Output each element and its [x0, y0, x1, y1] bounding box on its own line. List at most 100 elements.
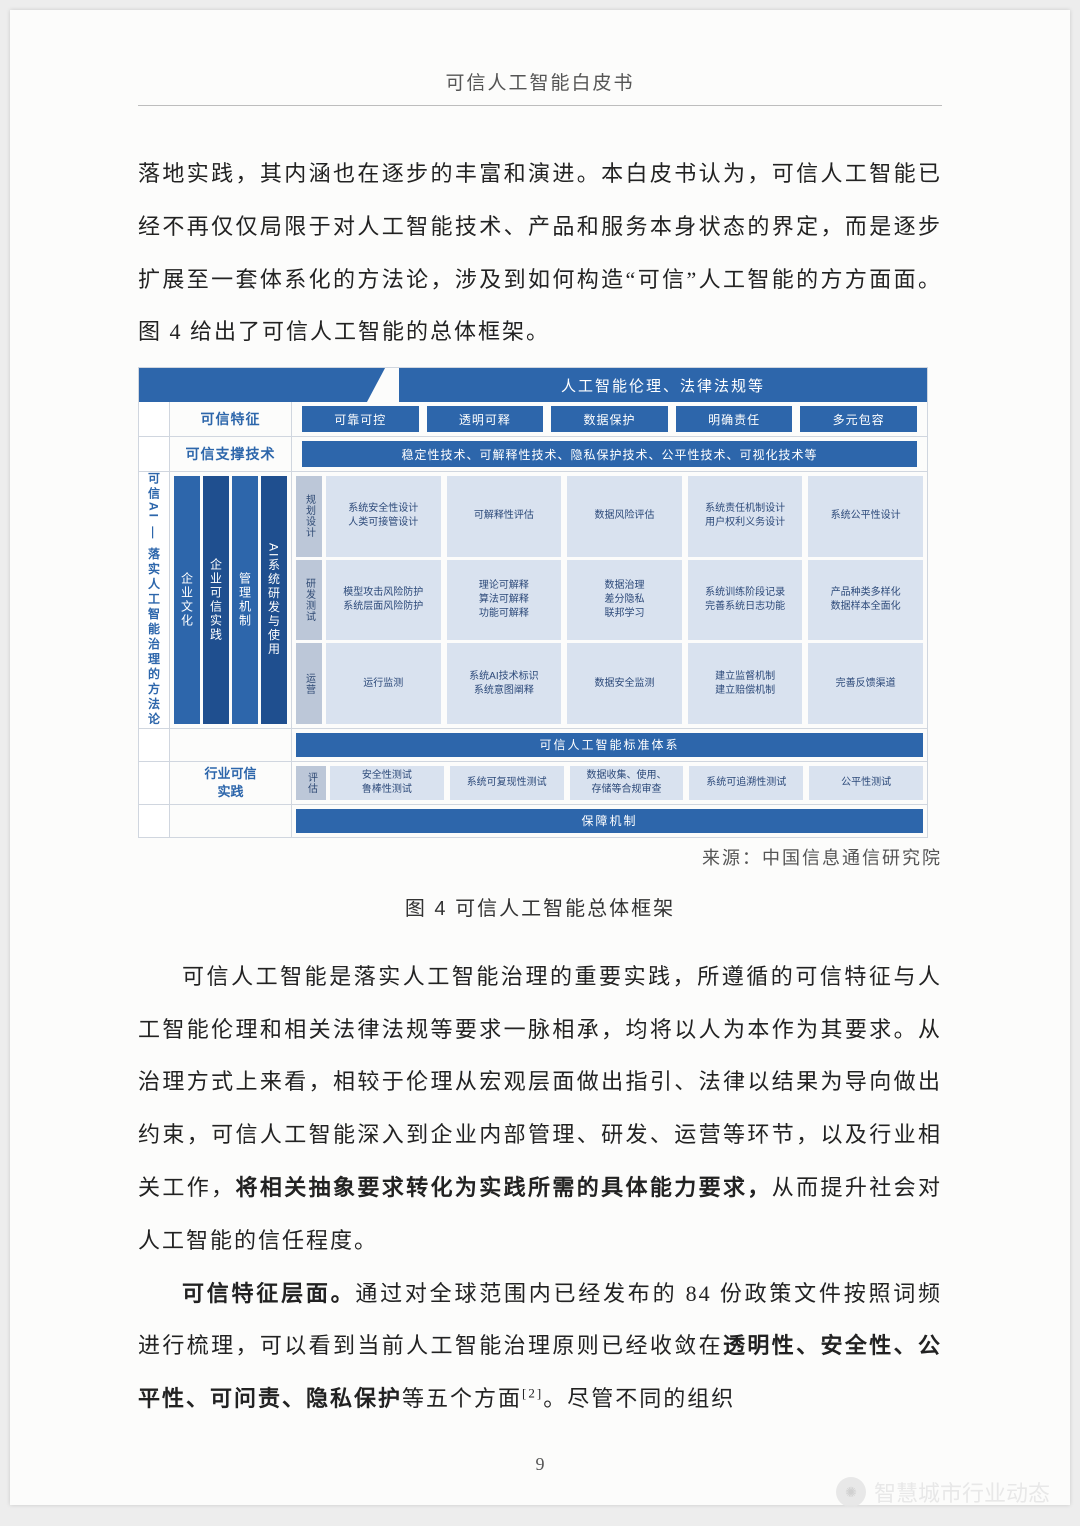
page-header: 可信人工智能白皮书 — [138, 68, 942, 106]
grid-cell: 建立监督机制建立赔偿机制 — [688, 643, 803, 724]
grid-cell-line: 功能可解释 — [479, 607, 529, 621]
grid-cell: 系统可追溯性测试 — [689, 766, 803, 800]
side-spacer — [139, 762, 170, 804]
grid-cell: 数据治理差分隐私联邦学习 — [567, 560, 682, 641]
paragraph-1: 落地实践，其内涵也在逐步的丰富和演进。本白皮书认为，可信人工智能已经不再仅仅局限… — [138, 148, 942, 359]
diagram-bottom-row: 保障机制 — [139, 804, 927, 837]
side-spacer — [139, 402, 170, 436]
grid-cell-line: 系统安全性设计 — [348, 502, 418, 516]
grid-cell-line: 完善系统日志功能 — [705, 600, 785, 614]
grid-cell-line: 系统责任机制设计 — [705, 502, 785, 516]
grid-cell: 数据收集、使用、存储等合规审查 — [570, 766, 684, 800]
vcol-c: 管理机制 — [232, 476, 258, 724]
grid-cell: 安全性测试鲁棒性测试 — [330, 766, 444, 800]
support-chip-wrap: 稳定性技术、可解释性技术、隐私保护技术、公平性技术、可视化技术等 — [292, 437, 927, 471]
feature-chip: 明确责任 — [676, 406, 793, 432]
feature-chip: 透明可释 — [427, 406, 544, 432]
grid-cell: 完善反馈渠道 — [808, 643, 923, 724]
grid-cell: 系统安全性设计人类可接管设计 — [326, 476, 441, 557]
diagram-source: 来源：中国信息通信研究院 — [138, 844, 942, 870]
grid-cell-line: 理论可解释 — [479, 579, 529, 593]
feature-chip: 数据保护 — [551, 406, 668, 432]
paragraph-2: 可信人工智能是落实人工智能治理的重要实践，所遵循的可信特征与人工智能伦理和相关法… — [138, 951, 942, 1268]
grid-cell-line: 系统意图阐释 — [474, 684, 534, 698]
page: 可信人工智能白皮书 落地实践，其内涵也在逐步的丰富和演进。本白皮书认为，可信人工… — [10, 10, 1070, 1505]
stage-1: 规划设计 — [296, 476, 322, 557]
grid-cell-line: 人类可接管设计 — [348, 516, 418, 530]
diagram-top-label: 人工智能伦理、法律法规等 — [399, 368, 927, 402]
bottom-label: 保障机制 — [296, 809, 923, 833]
grid-cell-line: 系统AI技术标识 — [469, 670, 538, 684]
vcol-b: 企业可信实践 — [203, 476, 229, 724]
grid-cell-line: 联邦学习 — [604, 607, 644, 621]
grid-cell: 公平性测试 — [809, 766, 923, 800]
industry-row: 行业可信 实践 评估 安全性测试鲁棒性测试 系统可复现性测试 数据收集、使用、存储等… — [139, 761, 927, 804]
p3-ref: [2] — [522, 1386, 543, 1401]
grid-cell-line: 算法可解释 — [479, 593, 529, 607]
grid-cell-line: 模型攻击风险防护 — [343, 586, 423, 600]
grid-cell: 数据风险评估 — [567, 476, 682, 557]
grid-cell-line: 差分隐私 — [604, 593, 644, 607]
grid-cell: 数据安全监测 — [567, 643, 682, 724]
feature-chip: 可靠可控 — [302, 406, 419, 432]
grid-cell: 可解释性评估 — [447, 476, 562, 557]
stage-2: 研发测试 — [296, 560, 322, 641]
grid-cell-line: 数据治理 — [604, 579, 644, 593]
watermark: ✺ 智慧城市行业动态 — [836, 1476, 1050, 1508]
stage-column: 规划设计 研发测试 运营 — [292, 472, 322, 728]
standard-system-row: 可信人工智能标准体系 — [139, 728, 927, 761]
grid-cell-line: 可解释性评估 — [474, 509, 534, 523]
grid-row: 运行监测系统AI技术标识系统意图阐释数据安全监测建立监督机制建立赔偿机制完善反馈… — [326, 643, 923, 724]
trust-feature-label: 可信特征 — [170, 402, 292, 436]
grid-cell-line: 产品种类多样化 — [831, 586, 901, 600]
side-spacer — [139, 805, 170, 837]
grid-cell-line: 鲁棒性测试 — [362, 783, 412, 797]
bottom-spacer — [170, 805, 292, 837]
diagram-mid-columns: 企业文化 企业可信实践 管理机制 AI系统研发与使用 — [170, 472, 292, 728]
grid-cell-line: 存储等合规审查 — [591, 783, 661, 797]
watermark-text: 智慧城市行业动态 — [874, 1476, 1050, 1508]
industry-label: 行业可信 实践 — [170, 762, 292, 804]
grid-cell: 系统AI技术标识系统意图阐释 — [447, 643, 562, 724]
industry-grid: 安全性测试鲁棒性测试 系统可复现性测试 数据收集、使用、存储等合规审查 系统可追溯性测… — [326, 762, 927, 804]
page-number: 9 — [10, 1454, 1070, 1475]
grid-cell-line: 建立监督机制 — [715, 670, 775, 684]
vcol-a: 企业文化 — [174, 476, 200, 724]
ind-lbl-2: 实践 — [217, 783, 243, 801]
p3-e: 。尽管不同的组织 — [543, 1386, 735, 1411]
grid-cell-line: 运行监测 — [363, 677, 403, 691]
paragraph-3: 可信特征层面。通过对全球范围内已经发布的 84 份政策文件按照词频进行梳理，可以… — [138, 1268, 942, 1426]
diagram-main: 可信AI — 落实人工智能治理的方法论 企业文化 企业可信实践 管理机制 AI系… — [139, 472, 927, 728]
grid-cell: 运行监测 — [326, 643, 441, 724]
grid-cell-line: 建立赔偿机制 — [715, 684, 775, 698]
grid-cell: 理论可解释算法可解释功能可解释 — [447, 560, 562, 641]
ind-lbl-1: 行业可信 — [204, 765, 256, 783]
framework-diagram: 人工智能伦理、法律法规等 可信特征 可靠可控 透明可释 数据保护 明确责任 多元… — [138, 367, 928, 838]
grid-cell-line: 用户权利义务设计 — [705, 516, 785, 530]
side-label-text: 可信AI — 落实人工智能治理的方法论 — [146, 472, 163, 728]
grid-cell-line: 数据收集、使用、 — [586, 769, 666, 783]
grid-cell-line: 数据安全监测 — [594, 677, 654, 691]
support-tech-label: 可信支撑技术 — [170, 437, 292, 471]
grid-cell: 产品种类多样化数据样本全面化 — [808, 560, 923, 641]
support-chip: 稳定性技术、可解释性技术、隐私保护技术、公平性技术、可视化技术等 — [302, 441, 917, 467]
diagram-side-label: 可信AI — 落实人工智能治理的方法论 — [139, 472, 170, 728]
diagram-caption: 图 4 可信人工智能总体框架 — [138, 892, 942, 921]
grid-cell-line: 系统公平性设计 — [831, 509, 901, 523]
stage-3: 运营 — [296, 643, 322, 724]
p3-lead: 可信特征层面。 — [182, 1281, 355, 1306]
grid-cell-line: 系统可复现性测试 — [467, 776, 547, 790]
grid-cell: 系统责任机制设计用户权利义务设计 — [688, 476, 803, 557]
grid-row: 系统安全性设计人类可接管设计 可解释性评估 数据风险评估 系统责任机制设计用户权利义务… — [326, 476, 923, 557]
vcol-d: AI系统研发与使用 — [261, 476, 287, 724]
grid-cell-line: 系统训练阶段记录 — [705, 586, 785, 600]
side-spacer — [139, 729, 170, 761]
std-spacer — [170, 729, 292, 761]
support-tech-row: 可信支撑技术 稳定性技术、可解释性技术、隐私保护技术、公平性技术、可视化技术等 — [139, 437, 927, 472]
grid-cell-line: 数据风险评估 — [594, 509, 654, 523]
standard-system-label: 可信人工智能标准体系 — [296, 733, 923, 757]
grid-cell-line: 系统可追溯性测试 — [706, 776, 786, 790]
watermark-icon: ✺ — [836, 1477, 866, 1507]
grid-cell-line: 公平性测试 — [841, 776, 891, 790]
industry-stage: 评估 — [296, 766, 326, 800]
